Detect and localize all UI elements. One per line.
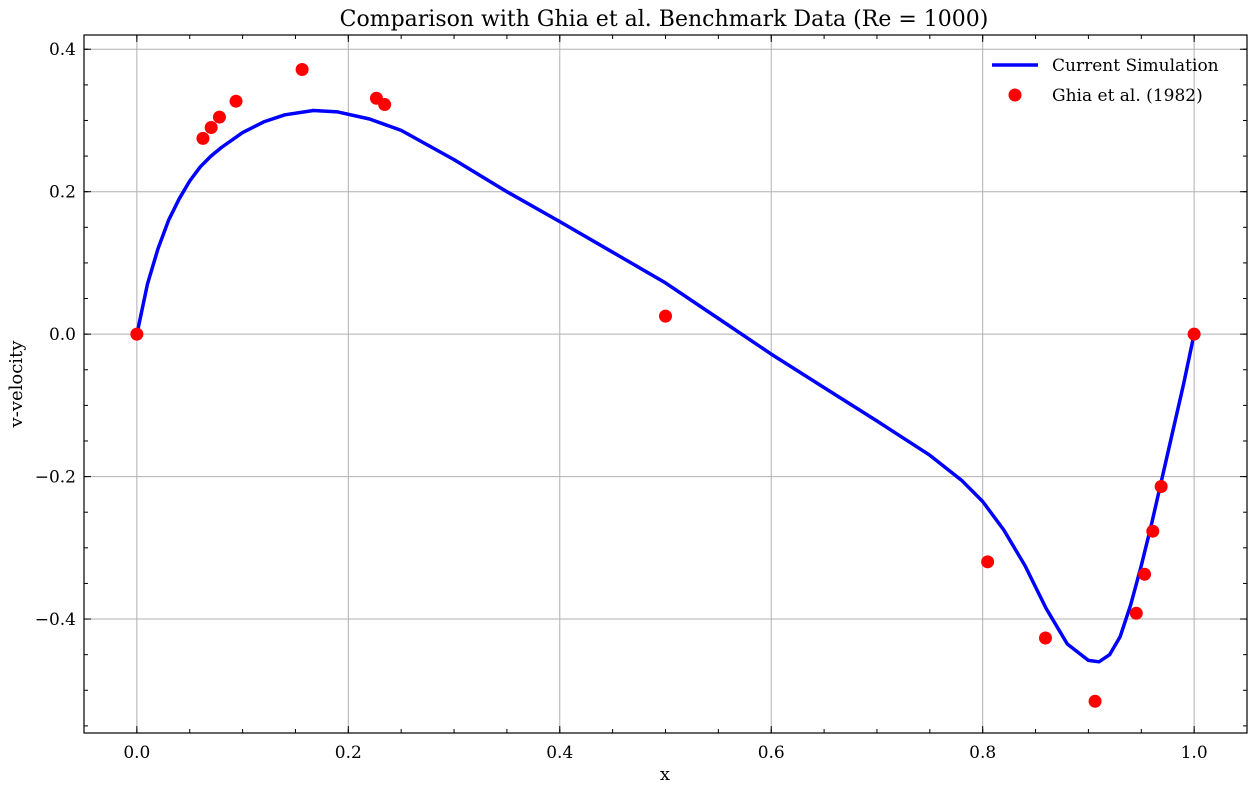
legend: Current Simulation Ghia et al. (1982)	[992, 56, 1219, 106]
axis-ticks: 0.0 0.2 0.4 0.6 0.8 1.0 0.4 0.2 0.0 −0.2 −0.4	[35, 35, 1248, 763]
x-tick-label: 0.8	[969, 743, 996, 763]
y-tick-label: 0.2	[49, 183, 76, 203]
data-point-ghia	[1088, 694, 1102, 708]
data-point-ghia	[1146, 524, 1160, 538]
data-point-ghia	[981, 555, 995, 569]
data-point-ghia	[130, 327, 144, 341]
chart-title: Comparison with Ghia et al. Benchmark Da…	[340, 7, 989, 32]
data-point-ghia	[378, 98, 392, 112]
x-tick-label: 1.0	[1181, 743, 1208, 763]
series-line-current-simulation	[135, 108, 1196, 664]
plot-area	[130, 63, 1201, 708]
legend-marker-ghia	[1008, 88, 1022, 102]
data-point-ghia	[204, 121, 218, 135]
data-point-ghia	[1154, 479, 1168, 493]
x-tick-label: 0.0	[123, 743, 150, 763]
x-tick-label: 0.6	[758, 743, 785, 763]
data-point-ghia	[1138, 567, 1152, 581]
x-tick-label: 0.2	[335, 743, 362, 763]
y-tick-label: 0.0	[49, 325, 76, 345]
y-tick-label: −0.2	[35, 468, 76, 488]
data-point-ghia	[212, 110, 226, 124]
legend-label-current-simulation: Current Simulation	[1052, 56, 1219, 76]
data-point-ghia	[659, 309, 672, 323]
y-tick-label: 0.4	[49, 40, 76, 60]
y-axis-label: v-velocity	[6, 340, 27, 429]
legend-label-ghia: Ghia et al. (1982)	[1052, 86, 1203, 106]
data-point-ghia	[229, 94, 243, 108]
data-point-ghia	[1129, 606, 1143, 620]
data-point-ghia	[196, 131, 210, 145]
data-point-ghia	[1187, 327, 1201, 341]
y-tick-label: −0.4	[35, 610, 76, 630]
data-point-ghia	[295, 63, 309, 77]
plot-frame	[83, 34, 1248, 734]
x-axis-label: x	[660, 764, 670, 785]
data-point-ghia	[1038, 631, 1052, 645]
grid	[84, 35, 1247, 733]
x-tick-label: 0.4	[546, 743, 573, 763]
